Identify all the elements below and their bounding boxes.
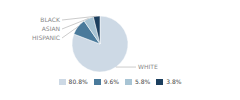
svg-text:HISPANIC: HISPANIC xyxy=(32,34,60,41)
html-text:5.8%: 5.8% xyxy=(134,78,151,85)
svg-text:BLACK: BLACK xyxy=(40,16,61,23)
html-text:3.8%: 3.8% xyxy=(166,78,182,85)
svg-text:ASIAN: ASIAN xyxy=(42,25,60,32)
svg-text:WHITE: WHITE xyxy=(138,63,158,70)
html-text:9.6%: 9.6% xyxy=(103,78,119,85)
html-text:80.8%: 80.8% xyxy=(68,78,88,85)
